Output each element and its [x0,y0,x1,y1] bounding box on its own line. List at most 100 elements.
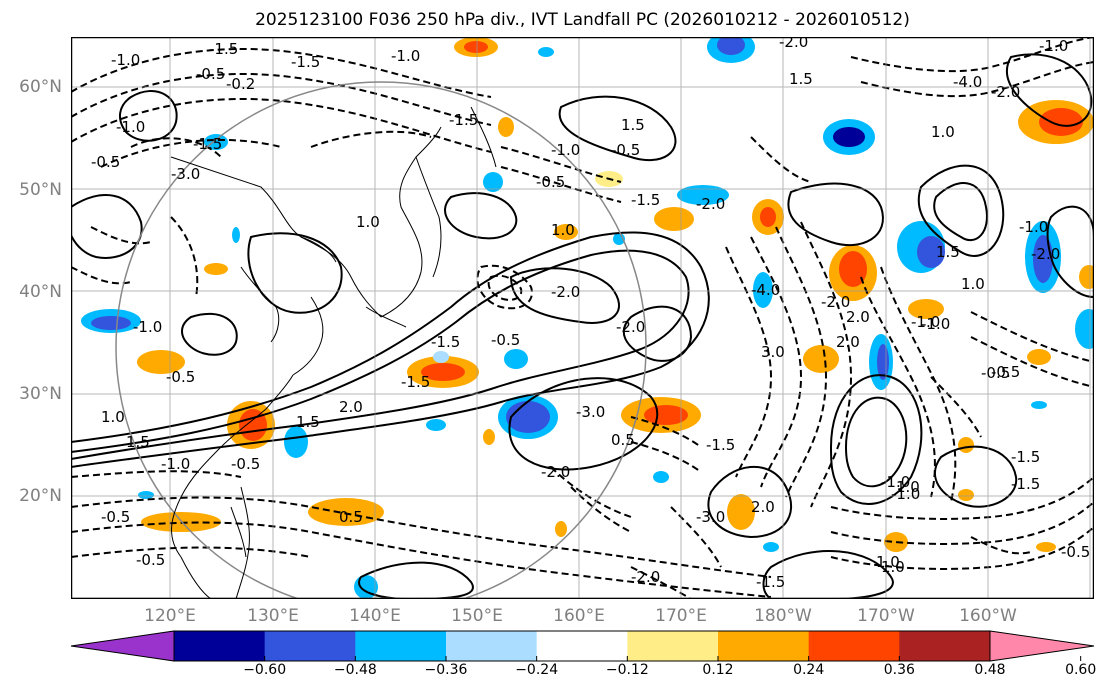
lon-label-170w: 170°W [857,606,915,626]
contour-label: -0.5 [981,364,1010,382]
contour-label: 1.0 [876,553,900,571]
colorbar-swatch [627,631,719,661]
lon-label-120e: 120°E [144,606,196,626]
colorbar-tick-label: −0.24 [515,662,559,678]
contour-label: -1.5 [209,40,238,58]
contour-label: -2.0 [541,463,570,481]
colorbar-swatch [174,631,266,661]
contour-label: -0.5 [231,455,260,473]
colorbar-tick-label: 0.12 [702,662,734,678]
colorbar-tick-label: 0.36 [883,662,915,678]
contour-label: 2.0 [836,333,860,351]
gridlines [71,37,1094,599]
contour-label: -2.0 [551,283,580,301]
contour-label: 1.0 [101,408,125,426]
colorbar-swatch [808,631,900,661]
contour-label: -2.0 [616,318,645,336]
map-panel: -1.5 -1.0 -0.5 -0.2 -1.0 1.5 -2.0 -1.0 -… [71,37,1094,599]
landfall-region-circle [115,81,647,599]
contour-label: -1.0 [891,485,920,503]
contour-label: -1.5 [431,333,460,351]
contour-label: -2.0 [631,568,660,586]
contour-label: 1.0 [551,221,575,239]
contour-label: -2.0 [821,293,850,311]
contour-label: -1.0 [911,313,940,331]
contour-label: -2.0 [1031,245,1060,263]
contour-label: 1.0 [961,275,985,293]
contour-label: 2.0 [339,398,363,416]
map-border [71,37,1094,599]
contour-label: -0.5 [491,331,520,349]
contour-label: -0.5 [536,173,565,191]
colorbar-tick-label: −0.48 [333,662,377,678]
contour-label: -0.5 [196,65,225,83]
contour-label: -1.0 [1039,37,1068,55]
lon-label-140e: 140°E [349,606,401,626]
colorbar-swatches [70,630,1095,662]
contour-label: 1.5 [621,116,645,134]
colorbar-tick-label: 0.60 [1065,662,1097,678]
contour-label: -0.5 [166,368,195,386]
contour-label: 1.0 [881,558,905,576]
colorbar-swatch [264,631,356,661]
contour-labels: -1.5 -1.0 -0.5 -0.2 -1.0 1.5 -2.0 -1.0 -… [91,37,1090,591]
contour-label: -1.5 [1011,448,1040,466]
contour-label: -0.5 [91,153,120,171]
colorbar-tick-label: 0.48 [974,662,1006,678]
lon-label-150e: 150°E [451,606,503,626]
contour-label: -0.5 [101,508,130,526]
contour-label: 1.5 [789,70,813,88]
contour-label: 2.0 [846,308,870,326]
contour-label: -0.2 [226,75,255,93]
contour-label: -1.5 [193,135,222,153]
colorbar-tick-label: 0.24 [793,662,825,678]
contour-label: -1.0 [391,47,420,65]
contour-label: -1.0 [161,455,190,473]
contour-label: -0.5 [1061,543,1090,561]
contour-label: -1.5 [706,436,735,454]
contour-label: 3.0 [761,343,785,361]
contour-label: -0.5 [611,141,640,159]
contour-label: 1.5 [936,243,960,261]
colorbar-swatch [355,631,447,661]
contour-label: -1.0 [133,318,162,336]
contour-label: 0.5 [339,508,363,526]
coastlines [170,106,497,599]
map-title: 2025123100 F036 250 hPa div., IVT Landfa… [255,10,910,30]
lon-label-160w: 160°W [959,606,1017,626]
contour-label: -0.5 [136,551,165,569]
contour-label: -2.0 [779,37,808,51]
colorbar [70,630,1095,662]
contour-label: -1.0 [1019,218,1048,236]
contour-label: -1.0 [111,51,140,69]
contour-label: -2.0 [696,195,725,213]
lon-label-180w: 180°W [754,606,812,626]
lat-label-20n: 20°N [19,486,62,506]
lat-label-50n: 50°N [19,180,62,200]
colorbar-swatch [70,630,175,662]
contour-label: -1.5 [401,373,430,391]
contour-label: 1.5 [126,433,150,451]
colorbar-swatch [989,630,1095,662]
contour-label: 1.0 [356,213,380,231]
colorbar-tick-label: −0.60 [243,662,287,678]
contour-label: -0.5 [991,363,1020,381]
lat-label-30n: 30°N [19,384,62,404]
contour-label: -1.5 [631,191,660,209]
contour-label: -1.5 [291,53,320,71]
contour-label: -1.0 [116,118,145,136]
colorbar-swatch [718,631,810,661]
contour-label: -1.0 [551,141,580,159]
contour-label: 1.0 [931,123,955,141]
contour-label: -4.0 [751,281,780,299]
contour-label: -1.0 [921,315,950,333]
contour-label: 1.0 [896,478,920,496]
contour-label: 2.0 [751,498,775,516]
contour-label: -4.0 [953,73,982,91]
contour-label: -3.0 [576,403,605,421]
contour-label: -1.0 [881,473,910,491]
contour-label: 1.5 [296,413,320,431]
colorbar-swatch [536,631,628,661]
lat-label-40n: 40°N [19,282,62,302]
colorbar-ticks [264,656,1082,661]
